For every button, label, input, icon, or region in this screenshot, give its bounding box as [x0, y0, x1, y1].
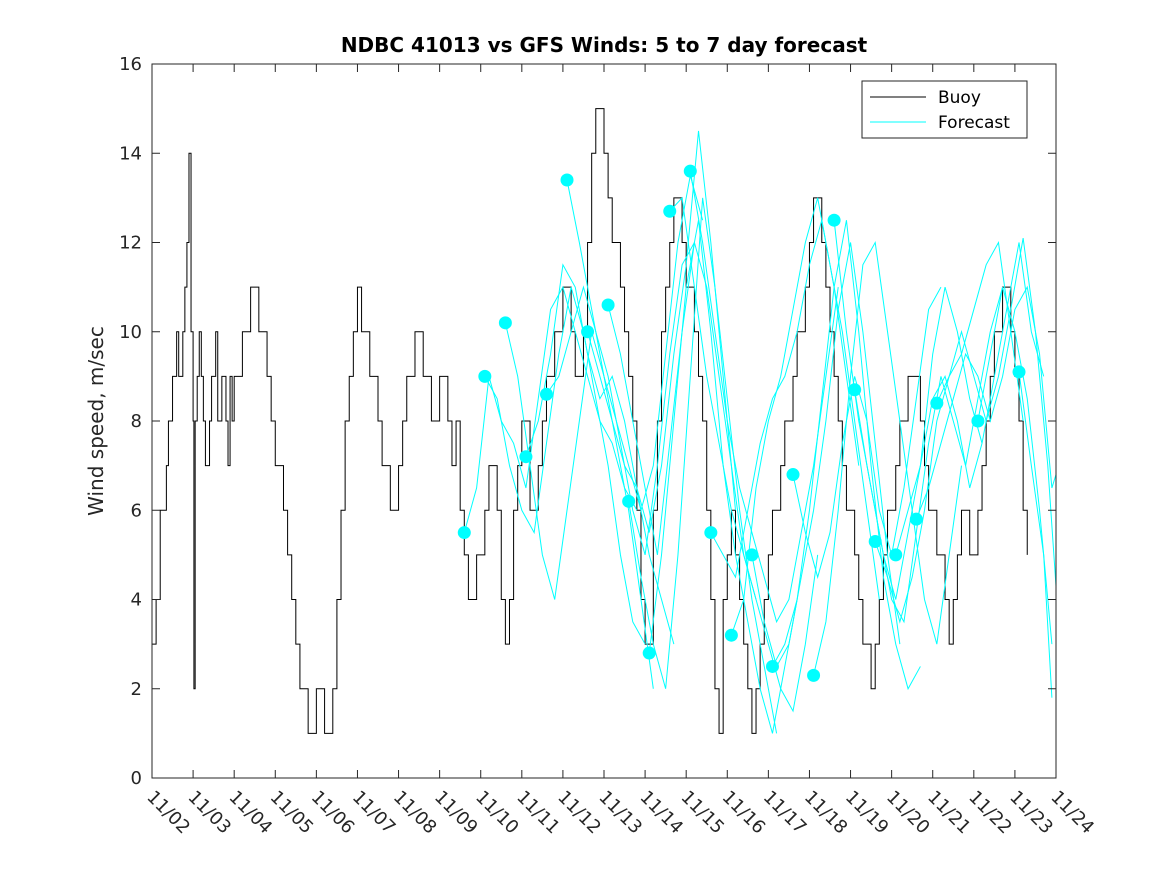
forecast-marker	[581, 325, 595, 339]
forecast-marker	[745, 548, 759, 562]
forecast-marker	[622, 494, 636, 508]
y-tick-label: 10	[119, 322, 142, 343]
forecast-marker	[765, 659, 779, 673]
series-forecast-23	[936, 237, 1056, 587]
forecast-marker	[807, 668, 821, 682]
series-forecast-11	[689, 171, 839, 624]
forecast-marker	[930, 396, 944, 410]
forecast-marker	[663, 204, 677, 218]
legend-forecast-label: Forecast	[938, 113, 1010, 133]
forecast-marker	[642, 646, 656, 660]
forecast-marker	[560, 173, 574, 187]
series-forecast-17	[813, 240, 962, 676]
y-tick-label: 12	[119, 233, 142, 254]
series-forecast-3	[525, 263, 675, 645]
series-forecast-15	[772, 220, 921, 691]
series-forecast-21	[895, 242, 1045, 556]
y-tick-label: 0	[131, 768, 142, 789]
forecast-marker	[601, 298, 615, 312]
forecast-marker	[519, 450, 533, 464]
series-forecast-16	[792, 286, 942, 580]
series-forecast-6	[587, 130, 736, 533]
series-forecast-13	[730, 197, 880, 636]
series-forecast-19	[854, 286, 1004, 624]
forecast-marker	[889, 548, 903, 562]
forecast-marker	[539, 387, 553, 401]
forecast-marker	[457, 526, 471, 540]
series-buoy	[152, 108, 1028, 734]
series-layer	[152, 108, 1056, 734]
y-tick-label: 6	[131, 500, 142, 521]
forecast-marker	[827, 213, 841, 227]
forecast-marker	[868, 534, 882, 548]
forecast-marker	[909, 512, 923, 526]
series-forecast-1	[484, 286, 646, 645]
forecast-marker	[498, 316, 512, 330]
forecast-marker	[704, 526, 718, 540]
y-tick-label: 4	[131, 590, 142, 611]
chart-title: NDBC 41013 vs GFS Winds: 5 to 7 day fore…	[341, 33, 868, 57]
forecast-marker	[786, 468, 800, 482]
y-tick-label: 2	[131, 679, 142, 700]
forecast-marker	[683, 164, 697, 178]
y-tick-label: 8	[131, 411, 142, 432]
y-axis-label: Wind speed, m/sec	[84, 326, 108, 516]
series-forecast-22	[915, 285, 1056, 520]
forecast-marker	[478, 369, 492, 383]
forecast-marker	[971, 414, 985, 428]
forecast-marker	[848, 383, 862, 397]
series-forecast-18	[833, 220, 983, 600]
legend-buoy-label: Buoy	[938, 88, 981, 108]
series-forecast-10	[669, 196, 819, 713]
series-forecast-4	[546, 242, 695, 556]
forecast-marker	[724, 628, 738, 642]
series-forecast-2	[504, 322, 654, 689]
y-tick-label: 16	[119, 54, 142, 75]
y-tick-label: 14	[119, 143, 142, 164]
legend: Buoy Forecast	[861, 80, 1028, 139]
legend-box	[861, 80, 1028, 139]
series-forecast-25	[1018, 371, 1053, 698]
series-forecast-5	[566, 175, 704, 513]
series-lines	[152, 108, 1056, 734]
series-forecast-8	[628, 197, 778, 734]
forecast-marker	[1012, 365, 1026, 379]
series-forecast-24	[977, 286, 1053, 645]
